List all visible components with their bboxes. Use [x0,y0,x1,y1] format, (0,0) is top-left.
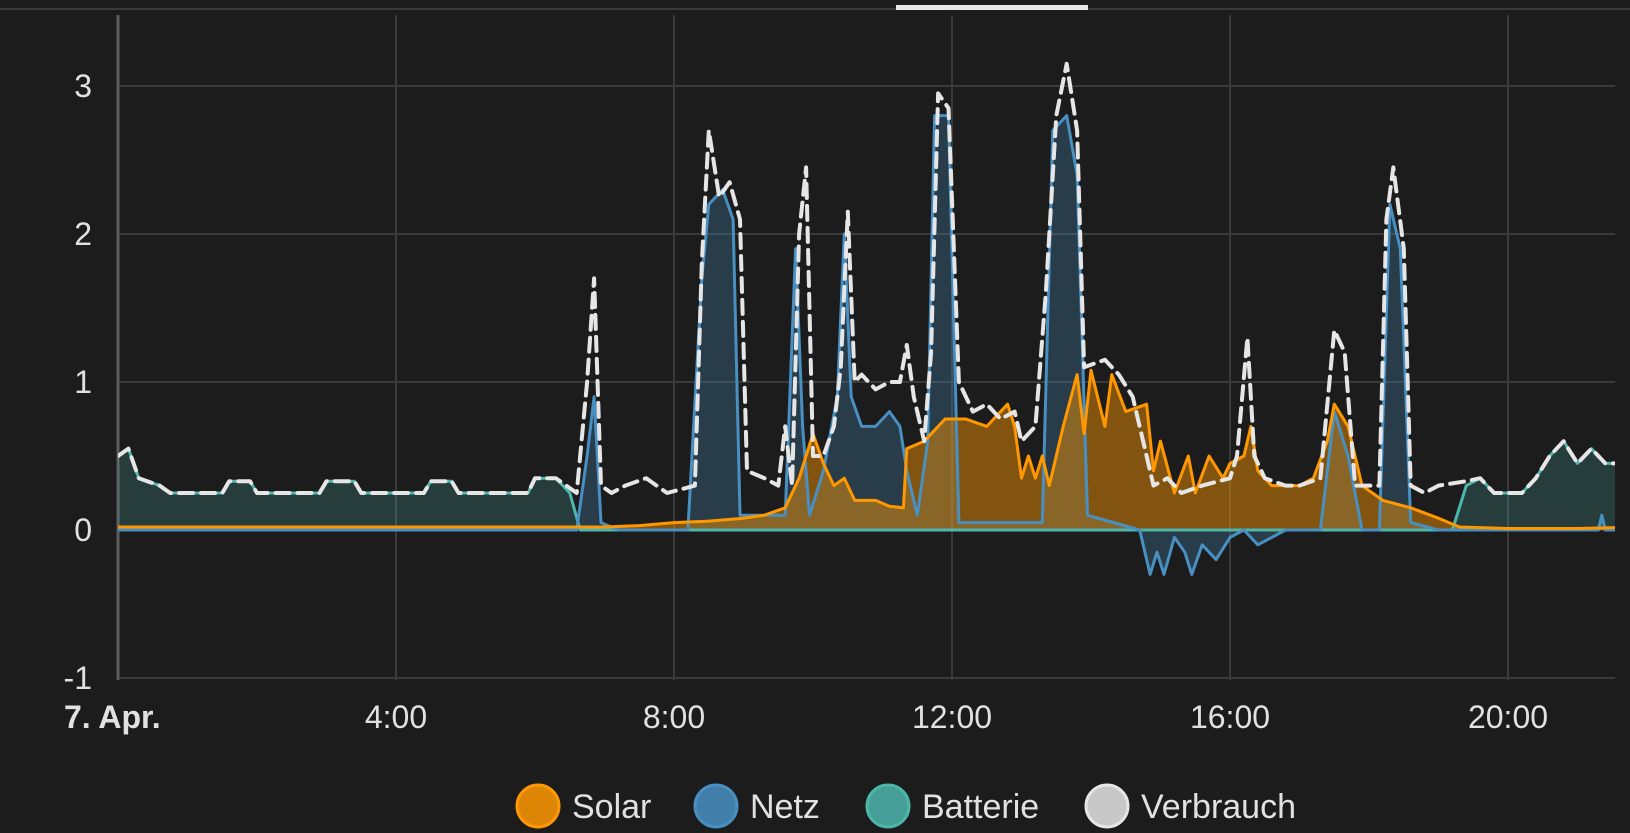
y-tick-label: 0 [74,512,92,548]
series-line-netz [118,114,1615,576]
x-tick-label: 4:00 [365,699,427,735]
legend-item-solar[interactable]: Solar [515,783,651,829]
legend-item-batterie[interactable]: Batterie [865,783,1039,829]
legend-label-solar: Solar [572,788,651,826]
y-axis-ticks: -1 0 1 2 3 [64,68,92,696]
x-tick-label: 8:00 [643,699,705,735]
legend-swatch-solar [515,783,561,829]
x-tick-label: 20:00 [1468,699,1548,735]
y-tick-label: 2 [74,216,92,252]
x-axis-ticks: 7. Apr. 4:00 8:00 12:00 16:00 20:00 [64,699,1548,735]
series-area-netz [118,115,1615,575]
x-tick-label: 7. Apr. [64,699,161,735]
series-areas [118,115,1615,575]
legend-swatch-netz [693,783,739,829]
legend-swatch-batterie [865,783,911,829]
x-tick-label: 16:00 [1190,699,1270,735]
y-tick-label: 3 [74,68,92,104]
legend-swatch-verbrauch [1084,783,1130,829]
y-tick-label: 1 [74,364,92,400]
legend: Solar Netz Batterie Verbrauch [515,783,1296,829]
series-area-solar [118,370,1615,530]
series-area-batterie [118,441,1615,530]
series-line-verbrauch [118,61,1615,495]
y-tick-label: -1 [64,660,92,696]
active-tab-indicator[interactable] [896,5,1088,10]
series-line-solar [118,368,1615,530]
legend-item-verbrauch[interactable]: Verbrauch [1084,783,1296,829]
series-lines [118,61,1615,576]
legend-label-batterie: Batterie [922,788,1039,826]
header-divider [0,8,1630,10]
legend-label-netz: Netz [750,788,820,826]
x-tick-label: 12:00 [912,699,992,735]
legend-label-verbrauch: Verbrauch [1141,788,1296,826]
legend-item-netz[interactable]: Netz [693,783,820,829]
